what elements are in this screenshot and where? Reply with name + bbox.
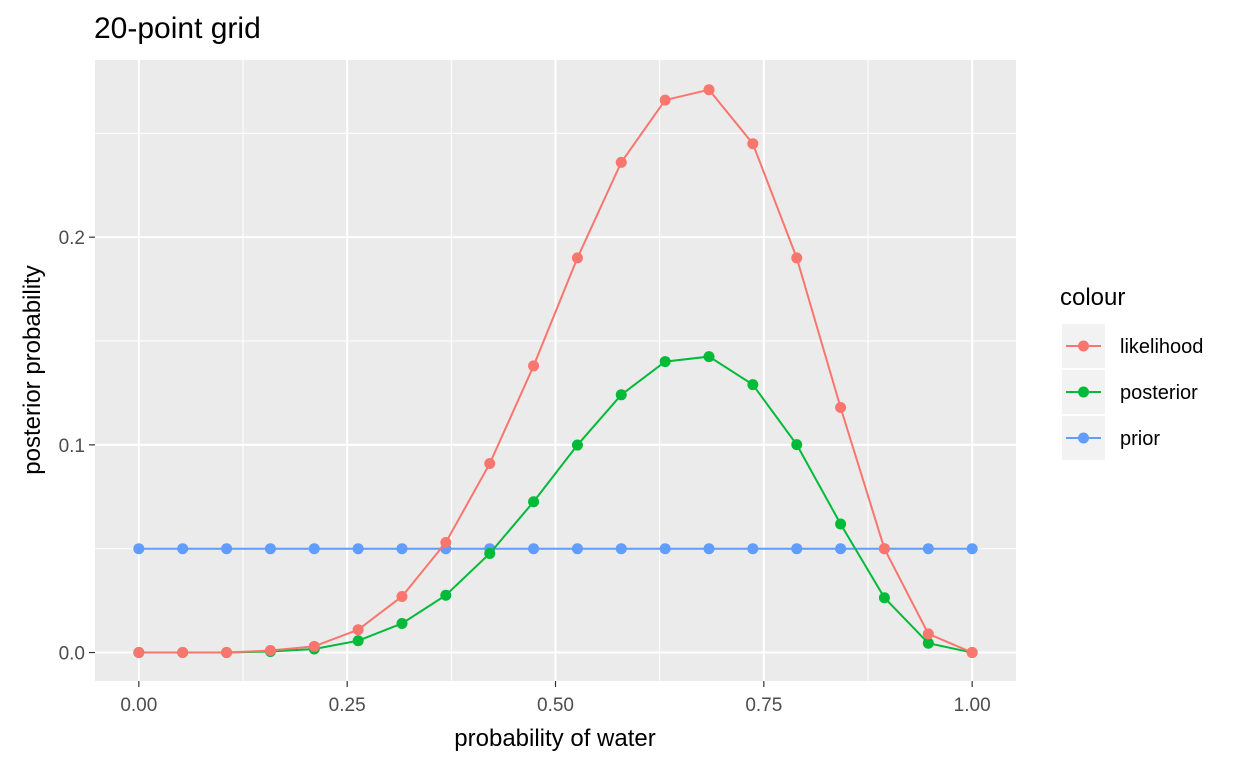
data-point-posterior (922, 637, 934, 649)
data-point-likelihood (659, 94, 671, 106)
legend-label: posterior (1120, 382, 1198, 404)
legend-key-point (1078, 432, 1089, 444)
data-point-prior (528, 543, 540, 555)
series-layer (133, 84, 978, 659)
data-point-prior (133, 543, 145, 555)
legend-title: colour (1060, 284, 1125, 311)
data-point-prior (747, 543, 759, 555)
y-axis-title: posterior probability (19, 265, 46, 474)
legend-key-point (1078, 340, 1089, 352)
legend-label: likelihood (1120, 336, 1203, 358)
data-point-prior (221, 543, 233, 555)
data-point-likelihood (221, 647, 233, 659)
y-tick-label: 0.2 (59, 228, 85, 249)
data-point-posterior (791, 439, 803, 451)
data-point-posterior (352, 635, 364, 647)
y-tick-label: 0.1 (59, 436, 85, 457)
x-axis: 0.00 0.25 0.50 0.75 1.00 (120, 681, 991, 716)
data-point-likelihood (703, 84, 715, 96)
x-tick-label: 0.75 (745, 695, 782, 716)
x-tick-label: 0.00 (120, 695, 157, 716)
data-point-prior (615, 543, 627, 555)
data-point-likelihood (484, 458, 496, 470)
data-point-likelihood (396, 590, 408, 602)
data-point-likelihood (747, 138, 759, 150)
data-point-posterior (571, 439, 583, 451)
data-point-likelihood (308, 640, 320, 652)
data-point-likelihood (966, 647, 978, 659)
data-point-posterior (659, 356, 671, 368)
data-point-likelihood (440, 536, 452, 548)
data-point-likelihood (791, 252, 803, 264)
x-axis-title: probability of water (454, 725, 655, 752)
data-point-likelihood (352, 624, 364, 636)
legend-label: prior (1120, 428, 1160, 450)
data-point-prior (791, 543, 803, 555)
data-point-posterior (528, 496, 540, 508)
data-point-likelihood (133, 647, 145, 659)
data-point-likelihood (528, 360, 540, 372)
data-point-posterior (615, 389, 627, 401)
data-point-likelihood (571, 252, 583, 264)
x-tick-label: 1.00 (954, 695, 991, 716)
data-point-prior (571, 543, 583, 555)
series-likelihood (133, 84, 978, 659)
data-point-prior (703, 543, 715, 555)
legend-key-point (1078, 386, 1089, 398)
data-point-posterior (484, 547, 496, 559)
data-point-posterior (878, 592, 890, 604)
data-point-likelihood (615, 156, 627, 168)
y-tick-label: 0.0 (59, 644, 85, 665)
legend-item-posterior: posterior (1062, 370, 1198, 414)
data-point-prior (922, 543, 934, 555)
y-axis: 0.0 0.1 0.2 (59, 228, 95, 665)
data-point-prior (396, 543, 408, 555)
data-point-posterior (440, 589, 452, 601)
data-point-likelihood (264, 644, 276, 656)
data-point-posterior (835, 518, 847, 530)
data-point-prior (177, 543, 189, 555)
data-point-likelihood (835, 401, 847, 413)
data-point-prior (835, 543, 847, 555)
legend-item-prior: prior (1062, 416, 1160, 460)
data-point-likelihood (878, 543, 890, 555)
data-point-likelihood (177, 647, 189, 659)
series-line-posterior (138, 355, 973, 654)
legend: colour likelihood posterior prior (1060, 284, 1203, 460)
data-point-likelihood (922, 628, 934, 640)
chart-title: 20-point grid (94, 12, 261, 45)
data-point-posterior (747, 379, 759, 391)
grid-major (95, 60, 1016, 681)
data-point-posterior (703, 351, 715, 363)
series-line-likelihood (138, 88, 973, 654)
x-tick-label: 0.25 (329, 695, 366, 716)
data-point-prior (659, 543, 671, 555)
data-point-prior (352, 543, 364, 555)
data-point-prior (308, 543, 320, 555)
legend-item-likelihood: likelihood (1062, 324, 1203, 368)
data-point-prior (264, 543, 276, 555)
x-tick-label: 0.50 (537, 695, 574, 716)
series-prior (133, 543, 978, 555)
data-point-prior (966, 543, 978, 555)
data-point-posterior (396, 617, 408, 629)
